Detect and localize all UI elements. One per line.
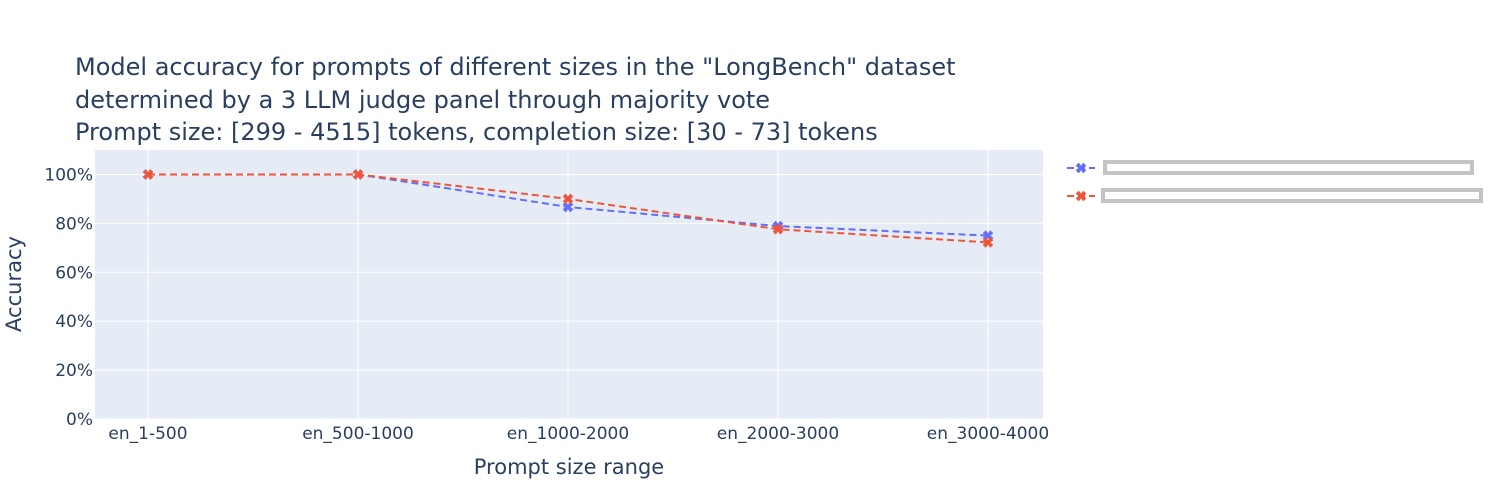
chart-title-line-2: determined by a 3 LLM judge panel throug… [75,86,770,114]
data-point [772,224,784,235]
series-2 [142,169,994,248]
y-tick-label: 0% [66,410,93,430]
data-point [562,201,574,213]
data-point [142,169,154,180]
x-tick-label: en_1-500 [108,424,187,444]
y-tick-label: 80% [55,214,93,234]
data-series [142,169,994,248]
x-axis-ticks: en_1-500 en_500-1000 en_1000-2000 en_2000-3… [108,424,1049,444]
x-tick-label: en_3000-4000 [927,424,1049,444]
y-axis-ticks: 0% 20% 40% 60% 80% 100% [44,165,93,430]
y-axis-title: Accuracy [2,236,26,332]
plot-area [95,150,1043,419]
legend-marker [1075,190,1087,202]
y-tick-label: 100% [44,165,93,185]
chart-title-line-3: Prompt size: [299 - 4515] tokens, comple… [75,118,878,146]
y-tick-label: 40% [55,312,93,332]
y-tick-label: 60% [55,263,93,283]
x-tick-label: en_500-1000 [302,424,414,444]
data-point [562,193,574,205]
legend-item[interactable] [1067,160,1474,175]
x-tick-label: en_2000-3000 [717,424,839,444]
data-point [982,237,994,248]
legend-label-redacted [1101,188,1483,203]
x-tick-label: en_1000-2000 [507,424,629,444]
legend [1067,160,1483,203]
chart-title: Model accuracy for prompts of different … [75,53,956,146]
legend-marker [1075,162,1087,174]
x-axis-title: Prompt size range [474,455,664,479]
legend-label-redacted [1103,160,1474,175]
y-tick-label: 20% [55,361,93,381]
chart-title-line-1: Model accuracy for prompts of different … [75,53,956,81]
legend-item[interactable] [1067,188,1483,203]
data-point [352,169,364,180]
